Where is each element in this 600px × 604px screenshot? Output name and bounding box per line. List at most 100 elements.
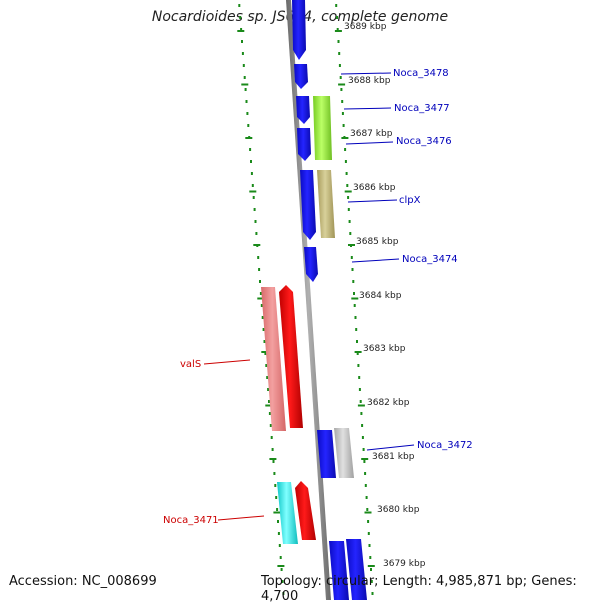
scale-major-tick xyxy=(367,565,375,567)
gene-grey-noca3472 xyxy=(334,428,354,478)
scale-dot xyxy=(261,316,264,319)
scale-dot xyxy=(346,184,349,187)
scale-dot xyxy=(351,268,354,271)
scale-dot xyxy=(255,232,258,235)
scale-dot xyxy=(264,352,267,355)
scale-dot xyxy=(355,328,358,331)
scale-major-tick xyxy=(265,404,273,407)
gene-label-noca3471: Noca_3471 xyxy=(163,515,219,526)
scale-dot xyxy=(277,520,279,523)
leader-noca3476 xyxy=(345,141,394,145)
scale-major-tick xyxy=(277,565,285,567)
scale-dot xyxy=(361,424,364,427)
scale-dot xyxy=(271,448,274,451)
scale-dot xyxy=(358,376,361,379)
scale-dot xyxy=(370,580,373,583)
scale-dot xyxy=(280,568,283,571)
scale-dot xyxy=(277,532,280,535)
tick-label-top: 3689 kbp xyxy=(344,22,387,32)
scale-dot xyxy=(354,316,357,319)
gene-features xyxy=(261,0,367,600)
scale-dot xyxy=(340,88,343,91)
gene-label-noca3474: Noca_3474 xyxy=(402,254,458,265)
scale-dot xyxy=(267,388,270,391)
scale-dot xyxy=(262,328,265,331)
scale-dot xyxy=(259,292,262,295)
scale-dot xyxy=(369,556,372,559)
scale-dot xyxy=(268,412,271,415)
scale-dot xyxy=(247,124,250,127)
scale-dot xyxy=(250,172,253,175)
scale-dot xyxy=(364,472,367,475)
scale-dot xyxy=(243,76,246,79)
scale-dot xyxy=(254,220,257,223)
scale-dot xyxy=(366,508,369,511)
scale-dot xyxy=(350,256,353,259)
scale-dot xyxy=(253,208,256,211)
scale-dot xyxy=(337,40,340,43)
scale-dot xyxy=(353,292,355,295)
gene-red-noca3471 xyxy=(295,481,316,540)
tick-label-3683: 3683 kbp xyxy=(363,344,406,354)
scale-dot xyxy=(275,496,278,499)
gene-blue-2 xyxy=(294,64,308,89)
gene-label-lines xyxy=(203,72,415,521)
scale-tick-labels: 3689 kbp 3688 kbp 3687 kbp 3686 kbp 3685… xyxy=(344,22,426,569)
scale-dot xyxy=(251,184,254,187)
scale-major-tick xyxy=(351,297,359,300)
leader-noca3478 xyxy=(340,72,392,75)
gene-blue-clpx xyxy=(300,170,316,240)
scale-major-tick xyxy=(354,351,362,353)
leader-noca3474 xyxy=(351,258,400,263)
gene-label-noca3478: Noca_3478 xyxy=(393,68,449,79)
gene-label-vals: valS xyxy=(180,359,201,370)
scale-major-tick xyxy=(257,297,265,300)
gene-blue-1 xyxy=(292,0,306,60)
scale-dot xyxy=(357,364,360,367)
scale-dot xyxy=(278,544,281,547)
scale-major-tick xyxy=(361,458,369,460)
scale-dot xyxy=(348,220,351,223)
gene-blue-noca3474 xyxy=(304,247,318,282)
scale-major-tick xyxy=(253,244,261,246)
scale-dot xyxy=(342,124,345,127)
leader-noca3477 xyxy=(343,107,392,110)
gene-blue-bottom-1 xyxy=(329,541,349,600)
scale-major-tick xyxy=(273,511,281,514)
tick-label-3682: 3682 kbp xyxy=(367,398,410,408)
scale-dot xyxy=(367,532,370,535)
scale-dot xyxy=(245,100,248,103)
scale-major-tick xyxy=(261,351,269,353)
tick-label-3686: 3686 kbp xyxy=(353,183,396,193)
scale-major-tick xyxy=(269,458,277,460)
scale-dot xyxy=(238,4,241,7)
scale-dot xyxy=(339,76,342,79)
scale-dot xyxy=(361,436,364,439)
scale-dot xyxy=(336,28,339,31)
scale-dot xyxy=(273,472,276,475)
gene-cyan-noca3471 xyxy=(277,482,298,544)
scale-dot xyxy=(279,556,282,559)
leader-noca3472 xyxy=(366,444,415,451)
scale-dot xyxy=(360,412,363,415)
scale-dot xyxy=(249,148,252,151)
accession-text: Accession: NC_008699 xyxy=(9,574,157,589)
gene-olive-clpx xyxy=(317,170,335,238)
tick-label-3688: 3688 kbp xyxy=(348,76,391,86)
gene-label-clpx: clpX xyxy=(399,195,421,206)
scale-dot xyxy=(338,52,341,55)
gene-blue-bottom-2 xyxy=(346,539,367,600)
gene-pink-vals xyxy=(261,287,286,431)
scale-major-tick xyxy=(334,30,342,32)
gene-blue-noca3472 xyxy=(317,430,336,478)
scale-dot xyxy=(282,592,285,595)
gene-label-noca3472: Noca_3472 xyxy=(417,440,473,451)
scale-dot xyxy=(356,352,359,355)
scale-major-tick xyxy=(249,190,257,193)
scale-major-tick xyxy=(245,137,253,139)
tick-label-3680: 3680 kbp xyxy=(377,505,420,515)
scale-major-tick xyxy=(341,137,349,139)
scale-dot xyxy=(241,40,243,43)
scale-dot xyxy=(260,304,263,307)
